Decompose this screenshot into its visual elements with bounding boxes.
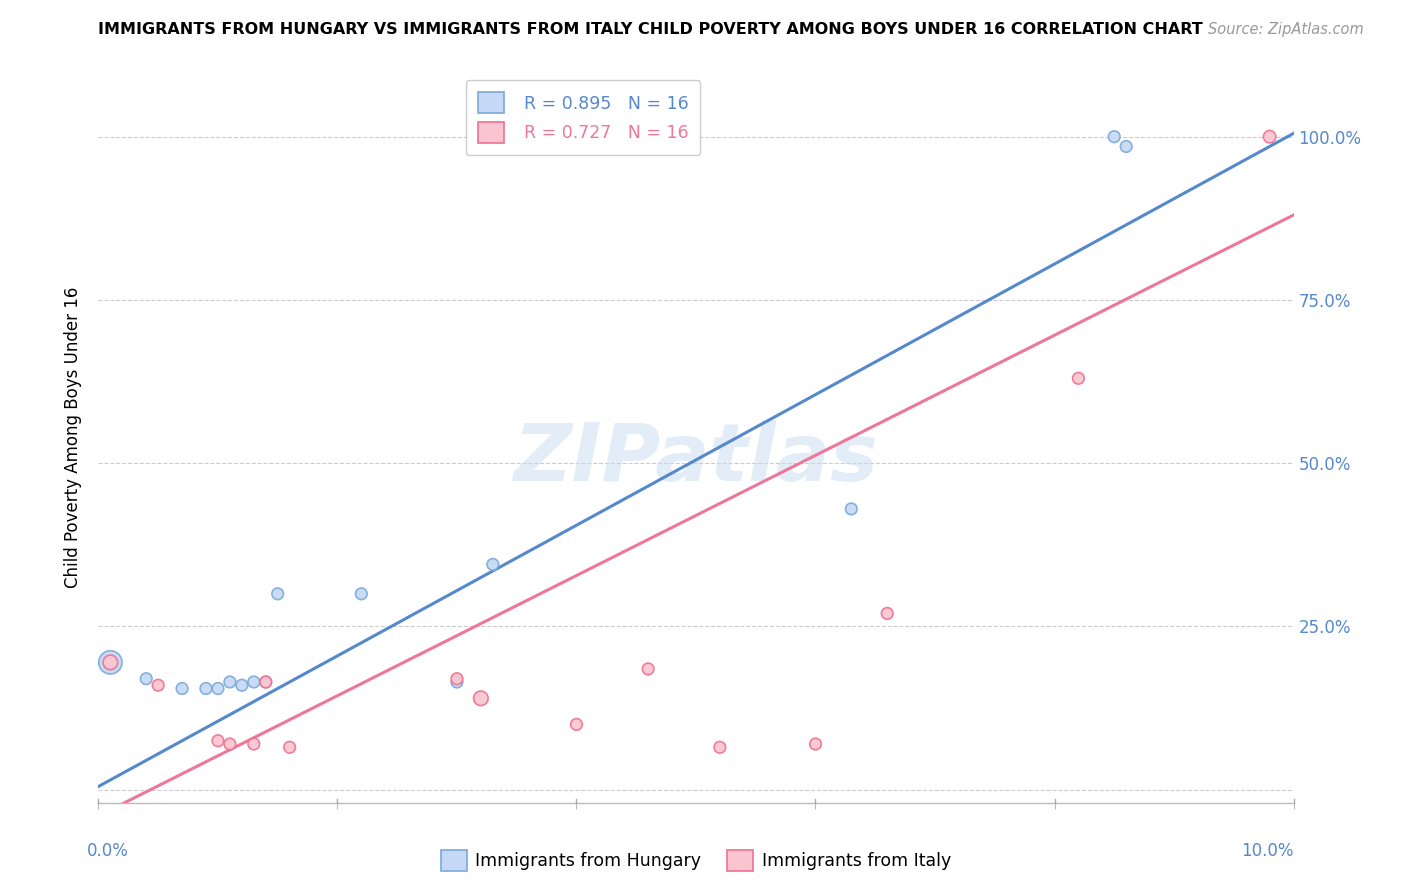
Point [446, 672, 468, 686]
Point [267, 587, 290, 601]
Legend: Immigrants from Hungary, Immigrants from Italy: Immigrants from Hungary, Immigrants from… [433, 843, 959, 879]
Text: 10.0%: 10.0% [1241, 842, 1294, 860]
Point [219, 737, 242, 751]
Point [804, 737, 827, 751]
Point [195, 681, 218, 696]
Point [100, 656, 122, 670]
Point [1104, 129, 1126, 144]
Point [148, 678, 170, 692]
Point [243, 737, 266, 751]
Point [481, 558, 505, 572]
Point [207, 681, 229, 696]
Text: ZIPatlas: ZIPatlas [513, 420, 879, 498]
Point [231, 678, 253, 692]
Point [446, 675, 468, 690]
Text: 0.0%: 0.0% [87, 842, 128, 860]
Text: IMMIGRANTS FROM HUNGARY VS IMMIGRANTS FROM ITALY CHILD POVERTY AMONG BOYS UNDER : IMMIGRANTS FROM HUNGARY VS IMMIGRANTS FR… [98, 22, 1204, 37]
Point [135, 672, 157, 686]
Point [219, 675, 242, 690]
Text: Source: ZipAtlas.com: Source: ZipAtlas.com [1208, 22, 1364, 37]
Point [254, 675, 277, 690]
Point [470, 691, 492, 706]
Point [637, 662, 659, 676]
Point [565, 717, 588, 731]
Point [254, 675, 277, 690]
Point [278, 740, 301, 755]
Point [243, 675, 266, 690]
Y-axis label: Child Poverty Among Boys Under 16: Child Poverty Among Boys Under 16 [65, 286, 83, 588]
Point [1067, 371, 1090, 385]
Point [1115, 139, 1137, 153]
Point [172, 681, 194, 696]
Point [207, 733, 229, 747]
Point [709, 740, 731, 755]
Point [1258, 129, 1281, 144]
Point [100, 656, 122, 670]
Point [876, 607, 898, 621]
Point [350, 587, 373, 601]
Point [841, 502, 863, 516]
